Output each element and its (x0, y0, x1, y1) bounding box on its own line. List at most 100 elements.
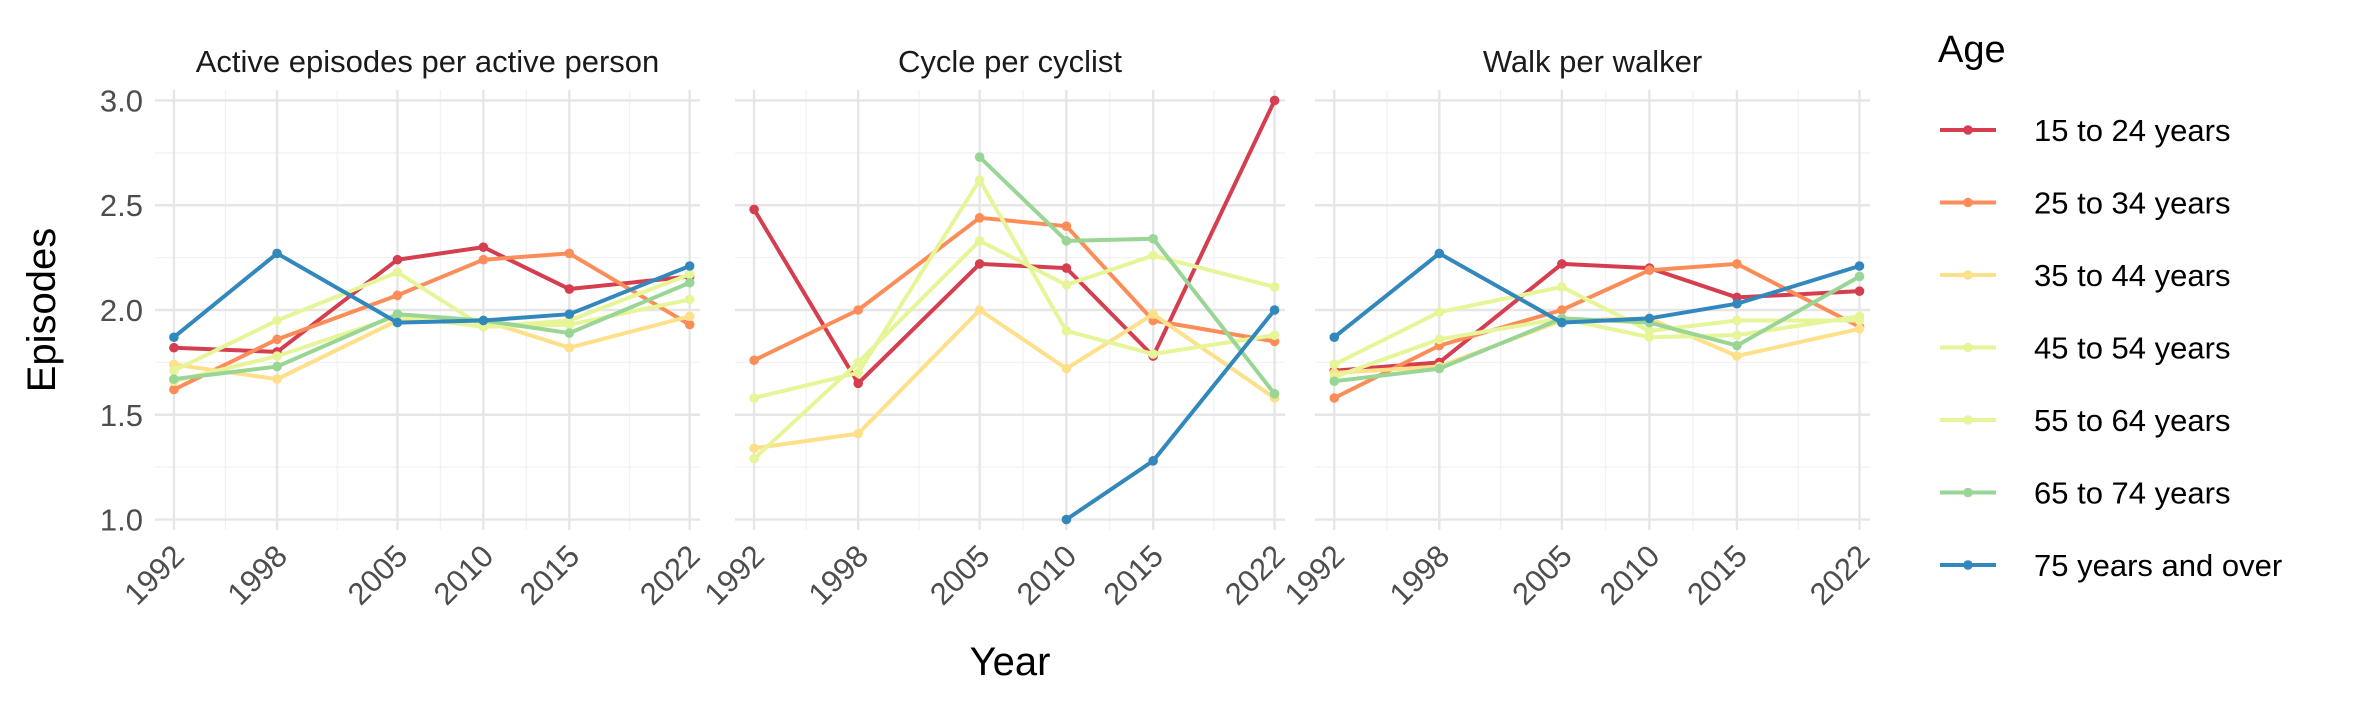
series-path (1333, 284, 1860, 367)
data-point (1732, 330, 1742, 340)
data-point (1854, 324, 1865, 334)
data-point (974, 213, 985, 223)
legend: 15 to 24 years 25 to 34 years 35 to 44 yea… (1940, 113, 2282, 583)
legend-key-point (1963, 270, 1973, 280)
data-point (684, 269, 695, 280)
legend-key-point (1963, 415, 1973, 425)
data-point (392, 290, 403, 301)
x-tick-label: 2015 (1097, 538, 1171, 612)
data-point (1061, 326, 1072, 336)
legend-label: 45 to 54 years (2034, 331, 2230, 366)
x-tick-label: 1998 (1383, 538, 1457, 612)
data-point (749, 393, 759, 403)
data-point (1061, 263, 1072, 273)
data-point (1329, 359, 1340, 370)
legend-key-point (1963, 487, 1973, 498)
data-point (1269, 95, 1280, 106)
data-point (272, 315, 282, 326)
x-tick-label: 2022 (1218, 538, 1292, 612)
data-point (749, 453, 759, 464)
data-point (853, 357, 863, 368)
panel-title: Walk per walker (1483, 44, 1702, 79)
legend-label: 25 to 34 years (2034, 186, 2230, 221)
data-point (1557, 305, 1567, 315)
x-tick-label: 2010 (1010, 538, 1084, 612)
data-point (392, 267, 403, 278)
data-point (169, 374, 179, 384)
data-point (1269, 305, 1280, 315)
data-point (1557, 259, 1567, 269)
series-path (978, 155, 1277, 396)
x-tick-label: 2022 (633, 538, 707, 612)
series-line (169, 294, 695, 387)
data-point (1557, 282, 1567, 292)
data-point (1732, 351, 1742, 361)
panel-title: Active episodes per active person (196, 44, 660, 79)
data-point (974, 152, 985, 162)
legend-entry: 75 years and over (1940, 548, 2282, 583)
series-path (1333, 261, 1861, 400)
data-point (392, 317, 403, 328)
series-line (974, 152, 1280, 399)
data-point (1644, 326, 1655, 336)
series-path (173, 251, 691, 392)
series-path (172, 251, 691, 339)
data-point (1061, 514, 1072, 525)
series-path (753, 178, 1275, 400)
data-point (684, 261, 695, 271)
data-point (1434, 363, 1445, 374)
legend-key-point (1963, 560, 1973, 570)
data-point (974, 175, 985, 185)
legend-label: 75 years and over (2034, 548, 2282, 583)
data-point (564, 342, 575, 353)
legend-key-point (1963, 342, 1973, 353)
data-point (1148, 233, 1158, 244)
panel-title: Cycle per cyclist (898, 44, 1122, 79)
legend-label: 55 to 64 years (2034, 403, 2230, 438)
data-point (853, 368, 863, 378)
facet-panels: Active episodes per active person 1.0 1.5 2… (100, 44, 1877, 612)
legend-entry: 15 to 24 years (1940, 113, 2230, 148)
data-point (1644, 313, 1655, 324)
data-point (1732, 340, 1742, 351)
legend-title: Age (1938, 29, 2006, 71)
x-tick-label: 1998 (802, 538, 876, 612)
legend-label: 65 to 74 years (2034, 476, 2230, 511)
legend-entry: 25 to 34 years (1940, 186, 2230, 221)
panel-1: Active episodes per active person 1.0 1.5 2… (100, 44, 707, 612)
data-point (974, 305, 985, 315)
legend-entry: 45 to 54 years (1940, 331, 2230, 366)
data-point (1854, 286, 1865, 296)
data-point (392, 309, 403, 319)
x-tick-label: 1998 (220, 538, 294, 612)
data-point (169, 342, 179, 353)
series-path (753, 215, 1275, 363)
data-point (1434, 334, 1445, 345)
series-path (752, 99, 1277, 386)
legend-key-point (1963, 197, 1973, 208)
legend-entry: 65 to 74 years (1940, 476, 2230, 511)
x-tick-label: 1992 (698, 538, 772, 612)
data-point (272, 374, 282, 384)
y-tick-label: 2.5 (100, 188, 143, 223)
x-tick-label: 2005 (341, 538, 415, 612)
data-point (1854, 271, 1865, 282)
data-point (749, 355, 759, 366)
series-path (173, 270, 691, 373)
y-tick-label: 1.0 (100, 503, 143, 538)
data-point (853, 305, 863, 315)
data-point (974, 259, 985, 269)
series-line (749, 236, 1280, 464)
data-point (1148, 309, 1158, 319)
data-point (169, 365, 179, 376)
data-point (272, 351, 282, 361)
series-line (1329, 282, 1865, 370)
data-point (1148, 349, 1158, 359)
x-tick-label: 2005 (923, 538, 997, 612)
legend-entry: 55 to 64 years (1940, 403, 2230, 438)
series-path (1333, 251, 1861, 339)
legend-label: 35 to 44 years (2034, 258, 2230, 293)
data-point (1269, 389, 1280, 399)
x-tick-label: 2010 (1593, 538, 1667, 612)
